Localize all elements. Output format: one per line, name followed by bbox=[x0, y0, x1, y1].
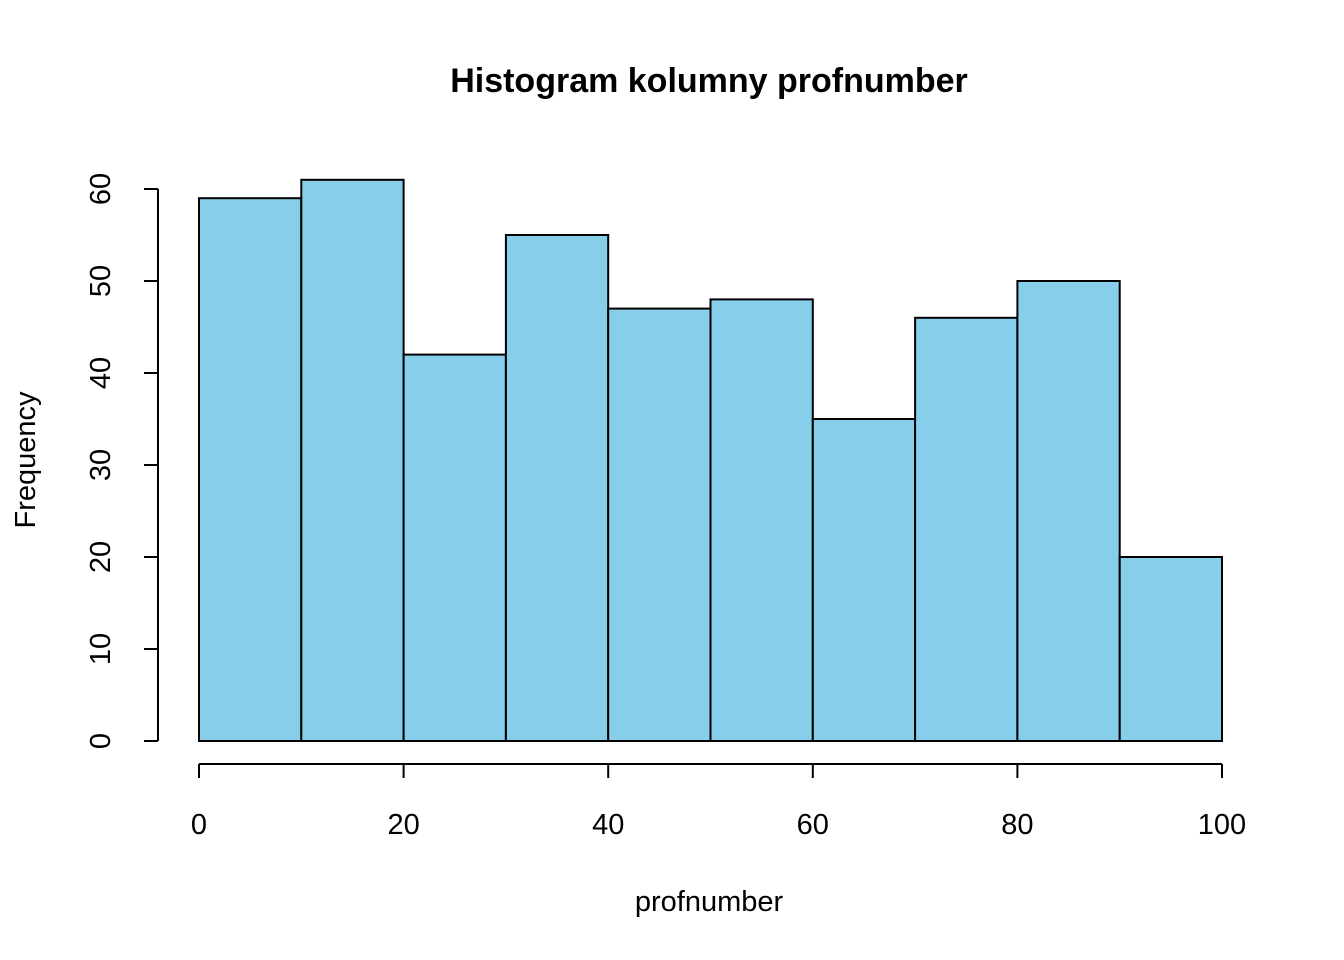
y-tick-label: 60 bbox=[85, 173, 117, 205]
y-tick-label: 50 bbox=[85, 265, 117, 297]
x-tick-label: 0 bbox=[191, 809, 207, 841]
x-tick-label: 40 bbox=[592, 809, 624, 841]
histogram-bars bbox=[198, 178, 1223, 743]
histogram-bar bbox=[1118, 556, 1223, 742]
x-tick-label: 100 bbox=[1198, 809, 1246, 841]
chart-title: Histogram kolumny profnumber bbox=[450, 62, 968, 100]
y-tick-label: 40 bbox=[85, 357, 117, 389]
x-tick-label: 80 bbox=[1001, 809, 1033, 841]
histogram-bar bbox=[914, 316, 1019, 742]
y-tick-label: 0 bbox=[85, 733, 117, 749]
x-axis-label: profnumber bbox=[635, 886, 784, 918]
histogram-bar bbox=[1016, 280, 1121, 742]
histogram-bar bbox=[198, 197, 303, 742]
histogram-bar bbox=[504, 234, 610, 742]
histogram-bar bbox=[402, 353, 507, 742]
y-tick-label: 30 bbox=[85, 449, 117, 481]
histogram-bar bbox=[811, 418, 917, 742]
histogram-bar bbox=[709, 298, 814, 742]
x-axis-ticks: 0 20 40 60 80 100 bbox=[191, 764, 1246, 841]
histogram-bar bbox=[607, 307, 712, 742]
y-tick-label: 20 bbox=[85, 541, 117, 573]
x-tick-label: 60 bbox=[797, 809, 829, 841]
y-axis-label: Frequency bbox=[10, 391, 42, 529]
y-tick-label: 10 bbox=[85, 633, 117, 665]
histogram-bar bbox=[300, 178, 405, 743]
x-tick-label: 20 bbox=[387, 809, 419, 841]
y-axis-ticks: 0 10 20 30 40 50 60 bbox=[85, 173, 158, 749]
